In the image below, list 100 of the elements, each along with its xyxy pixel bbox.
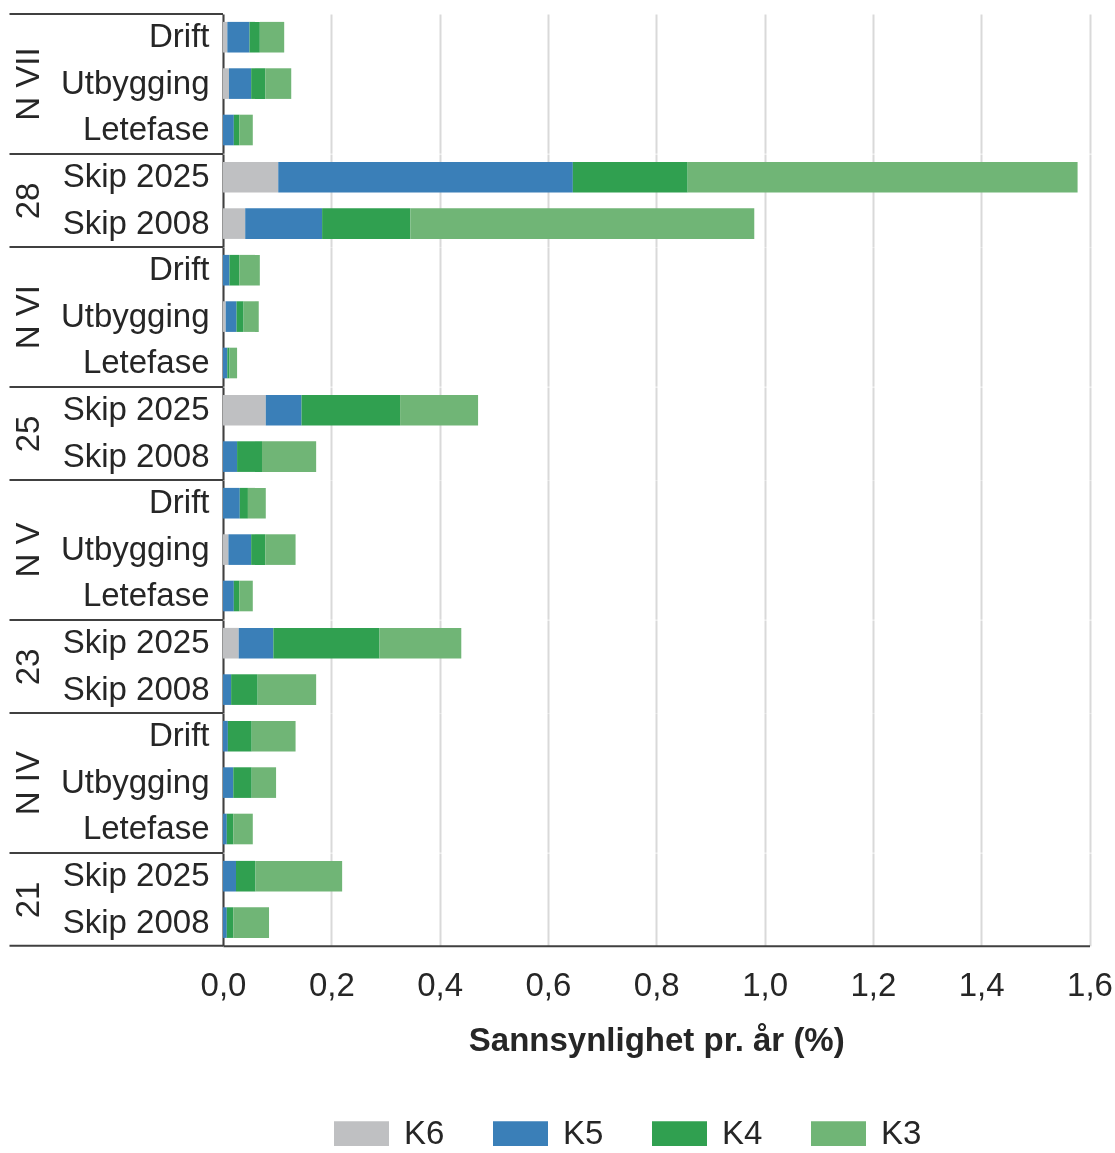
bar [265, 394, 302, 426]
bar [265, 534, 296, 565]
bar [223, 68, 229, 99]
bar [301, 394, 401, 426]
bar [265, 68, 292, 99]
bar [223, 21, 228, 53]
y-tick-label: Drift [149, 483, 210, 521]
y-tick-label: Letefase [82, 576, 210, 613]
bar [273, 627, 380, 659]
x-tick-label: 0,6 [525, 966, 572, 1004]
y-axis-title: N VI [9, 285, 46, 350]
x-tick-label: 0,0 [200, 966, 247, 1004]
y-axis-title: N V [9, 522, 46, 578]
bar [236, 860, 256, 892]
bar [223, 674, 232, 705]
x-tick-label: 1,2 [850, 966, 897, 1004]
bar [239, 254, 260, 286]
x-tick-label: 1,0 [742, 966, 788, 1004]
bar [228, 68, 252, 99]
y-tick-label: Utbygging [60, 762, 210, 800]
y-tick-label: Skip 2025 [62, 157, 210, 195]
legend-label: K5 [563, 1113, 604, 1151]
legend-label: K4 [722, 1113, 763, 1151]
bar [223, 534, 229, 565]
bar [238, 627, 274, 659]
bar [226, 907, 234, 938]
y-tick-label: Letefase [82, 343, 210, 380]
y-tick-label: Skip 2008 [62, 669, 210, 707]
y-tick-label: Skip 2025 [62, 623, 210, 661]
y-tick-label: Utbygging [60, 63, 210, 101]
bar [239, 114, 253, 146]
bar [239, 487, 248, 519]
bar [233, 907, 270, 938]
bar [251, 68, 266, 99]
bar [233, 767, 252, 798]
x-axis-title: Sannsynlighet pr. år (%) [468, 1021, 845, 1059]
bar [227, 21, 250, 53]
y-tick-label: Letefase [82, 110, 210, 147]
bar [245, 208, 323, 239]
bar [229, 254, 240, 286]
bar [223, 114, 234, 146]
bar [229, 347, 238, 379]
bar [233, 580, 240, 612]
bar [278, 161, 573, 193]
y-tick-label: Utbygging [60, 296, 210, 334]
bar [233, 813, 253, 845]
x-tick-label: 0,2 [308, 966, 355, 1004]
bar [223, 487, 240, 519]
bar [227, 720, 252, 752]
bar [251, 767, 277, 798]
y-tick-label: Skip 2008 [62, 203, 210, 241]
bar [228, 534, 252, 565]
bar [233, 114, 240, 146]
bar [231, 674, 258, 705]
bar [226, 813, 234, 845]
y-tick-label: Utbygging [60, 529, 210, 567]
bar [225, 301, 237, 332]
bar [223, 580, 234, 612]
y-tick-label: Drift [149, 250, 210, 288]
bar [223, 767, 234, 798]
y-tick-label: Letefase [82, 809, 210, 846]
bar [223, 161, 279, 193]
bar [259, 21, 285, 53]
bar [400, 394, 479, 426]
bar [223, 720, 228, 752]
bar [249, 21, 260, 53]
bar [236, 301, 244, 332]
y-axis-title: 25 [9, 415, 46, 453]
bar [255, 860, 343, 892]
x-tick-label: 1,6 [1067, 966, 1113, 1004]
y-tick-label: Drift [149, 716, 210, 754]
bar [223, 301, 226, 332]
y-tick-label: Skip 2025 [62, 390, 210, 428]
bar [247, 487, 266, 519]
bar [223, 860, 236, 892]
bar [687, 161, 1078, 193]
y-axis-title: 21 [9, 881, 46, 919]
bar [572, 161, 688, 193]
y-axis-title: N VII [9, 47, 46, 121]
x-tick-label: 0,8 [633, 966, 680, 1004]
bar [223, 441, 238, 472]
y-axis-title: 28 [9, 182, 46, 220]
y-tick-label: Drift [149, 17, 210, 55]
bar [251, 720, 296, 752]
x-tick-label: 0,4 [417, 966, 464, 1004]
bar [322, 208, 411, 239]
legend-label: K6 [404, 1113, 445, 1151]
bar [379, 627, 462, 659]
bar [223, 394, 266, 426]
bar [251, 534, 266, 565]
bar [239, 580, 253, 612]
y-axis-title: N IV [9, 751, 46, 816]
bar [223, 813, 227, 845]
x-tick-label: 1,4 [958, 966, 1005, 1004]
y-axis-title: 23 [9, 648, 46, 686]
legend-label: K3 [881, 1113, 922, 1151]
bar [227, 347, 230, 379]
bar [223, 627, 239, 659]
bar [410, 208, 755, 239]
bar [223, 254, 230, 286]
